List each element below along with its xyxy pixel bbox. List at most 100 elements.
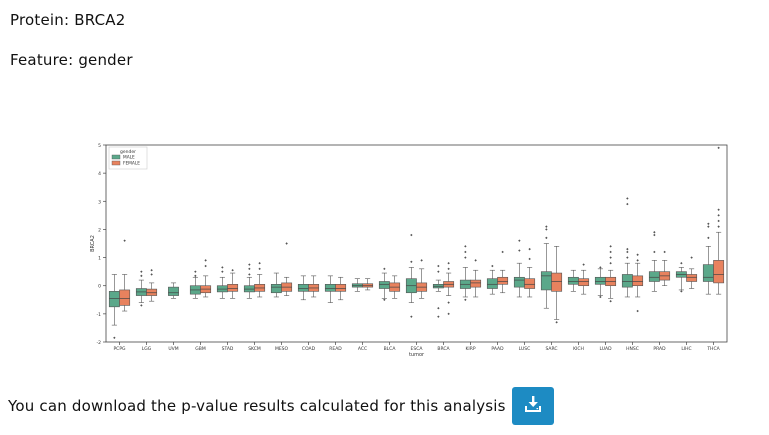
outlier-point xyxy=(653,233,656,237)
outlier-point xyxy=(447,267,450,271)
outlier-point xyxy=(555,321,558,324)
outlier-point xyxy=(231,269,234,272)
box-male xyxy=(108,291,120,308)
outlier-point xyxy=(636,259,639,262)
x-tick-label: PRAD xyxy=(653,346,666,352)
outlier-point xyxy=(663,250,666,254)
y-tick-label: -1 xyxy=(97,312,102,318)
outlier-point xyxy=(464,245,467,248)
outlier-point xyxy=(437,315,440,318)
box-male xyxy=(486,278,498,289)
outlier-point xyxy=(707,236,710,240)
outlier-point xyxy=(410,233,413,237)
x-tick-label: HNSC xyxy=(626,346,639,352)
outlier-point xyxy=(248,267,251,271)
outlier-point xyxy=(545,228,548,231)
y-tick-label: 1 xyxy=(98,256,101,262)
outlier-point xyxy=(150,269,153,272)
box-male xyxy=(540,271,552,291)
boxplot-chart: -2 -1 0 1 2 3 4 5 BRCA2 PCPG LGG UVM GBM STAD SKCM MESO… xyxy=(86,142,732,360)
box-male xyxy=(270,284,282,294)
outlier-point xyxy=(680,290,683,293)
x-tick-label: STAD xyxy=(222,346,234,352)
outlier-point xyxy=(626,250,629,254)
box-female xyxy=(470,279,482,288)
y-tick-label: 0 xyxy=(98,284,101,290)
outlier-point xyxy=(582,263,585,266)
x-tick-label: BLCA xyxy=(384,346,397,352)
x-tick-label: SARC xyxy=(545,346,557,352)
feature-prefix: Feature: xyxy=(10,51,79,69)
box-female xyxy=(119,289,131,306)
outlier-point xyxy=(690,256,693,259)
outlier-point xyxy=(383,298,386,301)
y-tick-label: 3 xyxy=(98,199,101,205)
outlier-point xyxy=(599,266,602,269)
legend-label-male: MALE xyxy=(123,155,135,161)
outlier-point xyxy=(410,315,413,318)
outlier-point xyxy=(518,249,521,252)
x-tick-label: READ xyxy=(329,346,342,352)
box-female xyxy=(713,260,725,284)
x-tick-label: LGG xyxy=(142,346,152,352)
outlier-point xyxy=(464,298,467,301)
download-button[interactable] xyxy=(511,387,554,425)
outlier-point xyxy=(447,262,450,265)
box-male xyxy=(324,284,336,292)
outlier-point xyxy=(609,299,612,303)
outlier-point xyxy=(545,236,548,240)
outlier-point xyxy=(464,250,467,254)
outlier-point xyxy=(609,250,612,254)
box-female xyxy=(578,278,590,287)
outlier-point xyxy=(609,262,612,265)
outlier-point xyxy=(383,267,386,271)
outlier-point xyxy=(528,247,531,251)
legend-title: gender xyxy=(120,149,136,155)
box-female xyxy=(686,274,698,282)
x-axis-label: tumor xyxy=(409,352,425,358)
box-male xyxy=(513,276,525,288)
protein-prefix: Protein: xyxy=(10,11,75,29)
outlier-point xyxy=(491,264,494,268)
x-tick-label: THCA xyxy=(706,346,720,352)
outlier-point xyxy=(528,257,531,261)
download-text: You can download the p-value results cal… xyxy=(8,397,506,415)
outlier-point xyxy=(420,259,423,262)
outlier-point xyxy=(258,267,261,271)
outlier-point xyxy=(447,301,450,304)
outlier-point xyxy=(626,247,629,251)
x-tick-label: ACC xyxy=(358,346,367,352)
x-tick-label: KICH xyxy=(573,346,584,352)
outlier-point xyxy=(626,197,629,200)
outlier-point xyxy=(437,264,440,268)
outlier-point xyxy=(501,250,504,254)
outlier-point xyxy=(636,253,639,256)
outlier-point xyxy=(474,259,477,262)
box-female xyxy=(632,275,644,287)
x-tick-label: LUAD xyxy=(599,346,612,352)
legend-swatch-male xyxy=(111,154,121,160)
outlier-point xyxy=(204,259,207,262)
outlier-point xyxy=(258,262,261,265)
outlier-point xyxy=(437,307,440,310)
outlier-point xyxy=(410,260,413,263)
outlier-point xyxy=(707,225,710,228)
outlier-point xyxy=(248,273,251,276)
box-male xyxy=(702,264,714,282)
legend-swatch-female xyxy=(111,160,121,166)
plot-frame xyxy=(105,144,728,343)
outlier-point xyxy=(123,239,126,242)
box-female xyxy=(551,272,563,292)
feature-name: gender xyxy=(78,51,133,69)
feature-heading: Feature: gender xyxy=(10,51,133,69)
y-tick-label: 5 xyxy=(98,143,101,149)
box-female xyxy=(497,276,509,285)
box-male xyxy=(648,271,660,282)
y-tick-label: 2 xyxy=(98,227,101,233)
y-tick-label: -2 xyxy=(97,340,102,346)
legend-label-female: FEMALE xyxy=(123,161,140,167)
outlier-point xyxy=(140,304,143,307)
outlier-point xyxy=(717,208,720,211)
outlier-point xyxy=(636,309,639,313)
x-tick-label: LIHC xyxy=(681,346,691,352)
